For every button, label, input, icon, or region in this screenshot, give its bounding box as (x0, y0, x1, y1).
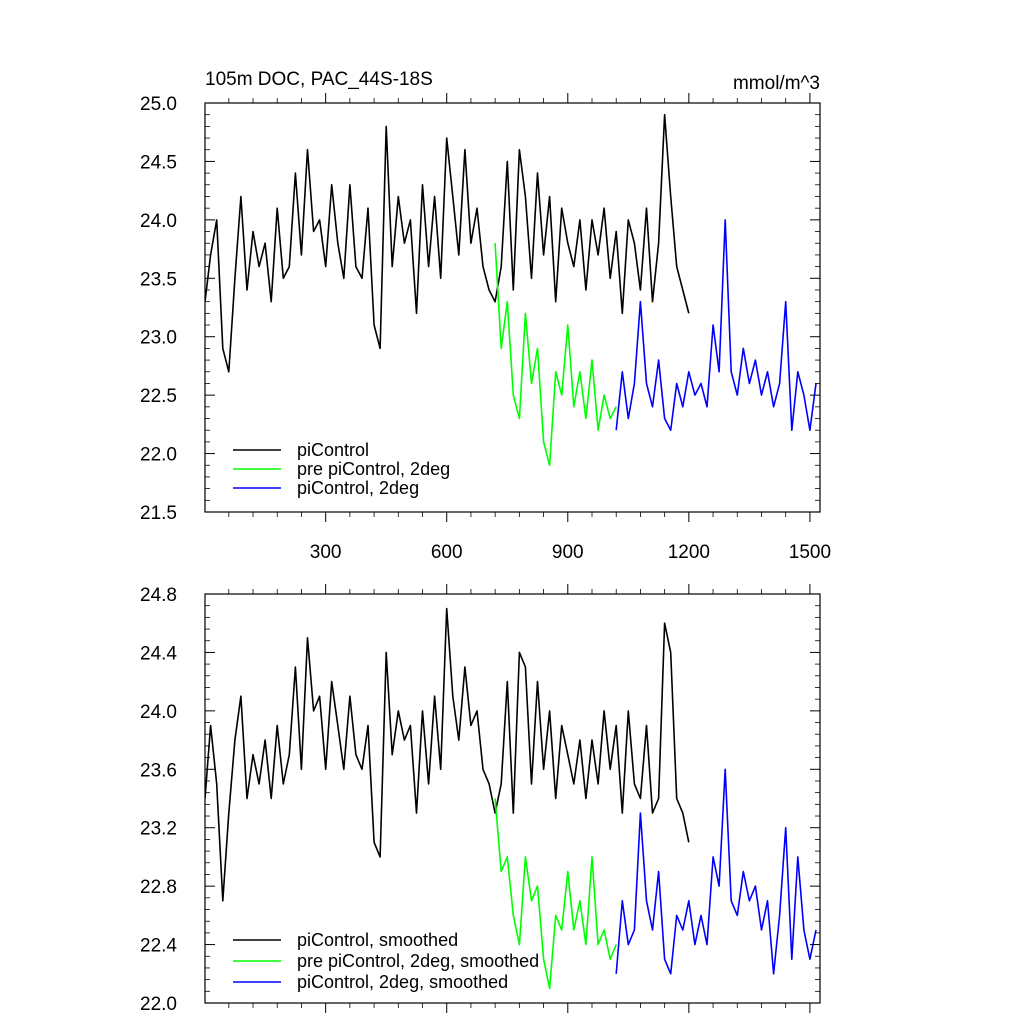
panel1-series-line-1 (205, 113, 690, 373)
panel1-legend-label-2: pre piControl, 2deg (297, 459, 450, 479)
panel2-series-line-3 (615, 768, 817, 975)
panel2-legend-label-3: piControl, 2deg, smoothed (297, 972, 508, 992)
panel1-series-line-2 (494, 243, 617, 467)
panel1-xtick-label: 600 (431, 542, 463, 563)
panel1-ytick-label: 25.0 (140, 94, 177, 115)
panel2-legend-label-2: pre piControl, 2deg, smoothed (297, 951, 539, 971)
panel1-legend-label-3: piControl, 2deg (297, 478, 419, 498)
panel1-ytick-label: 21.5 (140, 503, 177, 524)
panel2-plot-frame (204, 593, 821, 1004)
panel1-plot-frame (204, 102, 821, 513)
panel2-ytick-label: 24.4 (140, 643, 177, 664)
panel2-ytick-label: 23.6 (140, 760, 177, 781)
panel2-ytick-label: 23.2 (140, 819, 177, 840)
panel2: 22.0 22.4 22.8 23.2 23.6 24.0 24.4 24.8 piContro… (140, 584, 821, 1015)
panel1-series-group (205, 113, 817, 467)
panel1: 21.5 22.0 22.5 23.0 23.5 24.0 24.5 25.0 300 600 90… (140, 69, 831, 563)
panel2-ytick-label: 22.0 (140, 994, 177, 1015)
panel2-ytick-label: 22.4 (140, 936, 177, 957)
panel1-series-line-3 (615, 219, 817, 432)
panel2-series-line-2 (494, 798, 617, 990)
panel1-ytick-label: 22.0 (140, 445, 177, 466)
panel2-ytick-label: 22.8 (140, 877, 177, 898)
panel1-ytick-label: 24.0 (140, 211, 177, 232)
panel1-xtick-label: 900 (552, 542, 584, 563)
panel1-xtick-label: 1200 (668, 542, 710, 563)
panel1-xtick-label: 1500 (789, 542, 831, 563)
panel1-ytick-label: 22.5 (140, 386, 177, 407)
panel1-xtick-label: 300 (310, 542, 342, 563)
panel1-legend-label-1: piControl (297, 440, 369, 460)
panel2-series-line-1 (205, 607, 690, 902)
panel2-ytick-label: 24.0 (140, 702, 177, 723)
panel2-ytick-label: 24.8 (140, 585, 177, 606)
panel1-ytick-label: 24.5 (140, 152, 177, 173)
panel1-ytick-label: 23.5 (140, 269, 177, 290)
panel2-legend-label-1: piControl, smoothed (297, 930, 458, 950)
panel1-title: 105m DOC, PAC_44S-18S (205, 69, 433, 90)
panel1-units-label: mmol/m^3 (733, 73, 820, 94)
panel1-ytick-label: 23.0 (140, 328, 177, 349)
panel2-series-group (205, 607, 817, 990)
